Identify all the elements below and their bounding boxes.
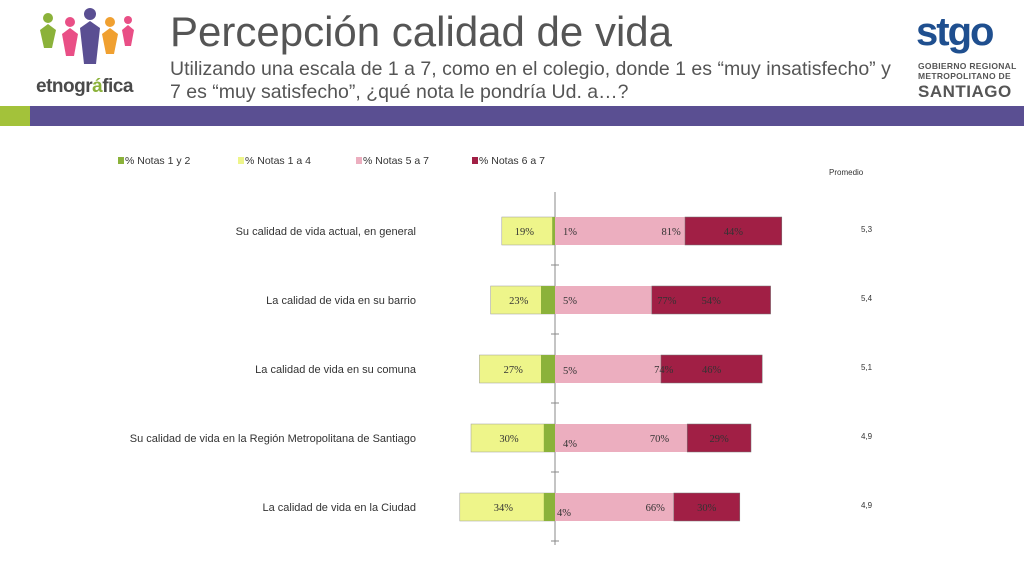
data-label-notas-1-2: 1%: [563, 227, 577, 238]
data-label-notas-1-4: 23%: [509, 296, 529, 307]
legend-label-2: % Notas 1 a 4: [245, 155, 311, 167]
data-label-notas-6-7: 30%: [697, 503, 717, 514]
logo-line-3: SANTIAGO: [918, 82, 1012, 101]
stacked-bar-chart: % Notas 1 y 2 % Notas 1 a 4 % Notas 5 a 7%…: [118, 155, 873, 545]
legend-label-1: % Notas 1 y 2: [125, 155, 191, 167]
page-title: Percepción calidad de vida: [170, 8, 672, 55]
bar-notas-1-4: [501, 216, 556, 246]
legend-label-4: % Notas 6 a 7: [479, 155, 545, 167]
data-label-notas-5-7: 74%: [654, 365, 674, 376]
data-label-notas-5-7: 70%: [650, 434, 670, 445]
bar-notas-6-7: [651, 285, 771, 315]
legend-label-3: % Notas 5 a 7: [363, 155, 429, 167]
data-label-notas-1-2: 4%: [557, 508, 571, 519]
data-label-notas-6-7: 44%: [724, 227, 744, 238]
data-label-notas-6-7: 54%: [702, 296, 722, 307]
data-label-notas-1-4: 19%: [515, 227, 535, 238]
data-label-notas-1-2: 5%: [563, 296, 577, 307]
promedio-value: 4,9: [861, 432, 873, 441]
data-label-notas-1-4: 34%: [494, 503, 514, 514]
category-label: La calidad de vida en su comuna: [255, 364, 417, 376]
bar-notas-1-2: [541, 355, 555, 383]
bar-notas-6-7: [673, 492, 741, 522]
stgo-logo-mark: stgo: [916, 10, 994, 54]
etnografica-logo-text: etnográfica: [36, 76, 133, 97]
logo-line-2: METROPOLITANO DE: [918, 71, 1011, 81]
promedio-value: 5,4: [861, 294, 873, 303]
promedio-value: 5,3: [861, 225, 873, 234]
category-label: La calidad de vida en su barrio: [266, 295, 416, 307]
data-label-notas-1-2: 4%: [563, 439, 577, 450]
data-label-notas-1-4: 27%: [504, 365, 524, 376]
category-label: La calidad de vida en la Ciudad: [262, 502, 416, 514]
header-band-purple: [30, 106, 1024, 126]
data-label-notas-1-4: 30%: [499, 434, 519, 445]
promedio-value: 5,1: [861, 363, 873, 372]
logo-line-1: GOBIERNO REGIONAL: [918, 61, 1017, 71]
bar-notas-1-2: [543, 493, 555, 521]
legend-swatch-1: [118, 157, 124, 164]
promedio-value: 4,9: [861, 501, 873, 510]
category-label: Su calidad de vida actual, en general: [236, 226, 416, 238]
bar-notas-1-2: [543, 424, 555, 452]
header-band-green: [0, 106, 30, 126]
data-label-notas-6-7: 46%: [702, 365, 722, 376]
bar-notas-1-2: [552, 217, 555, 245]
legend-swatch-4: [472, 157, 478, 164]
bar-notas-6-7: [686, 423, 752, 453]
legend-swatch-2: [238, 157, 244, 164]
bar-notas-6-7: [660, 354, 763, 384]
page-subtitle: Utilizando una escala de 1 a 7, como en …: [170, 58, 891, 103]
data-label-notas-1-2: 5%: [563, 366, 577, 377]
data-label-notas-6-7: 29%: [709, 434, 729, 445]
data-label-notas-5-7: 77%: [657, 296, 677, 307]
data-label-notas-5-7: 81%: [662, 227, 682, 238]
category-label: Su calidad de vida en la Región Metropol…: [130, 433, 416, 445]
data-label-notas-5-7: 66%: [646, 503, 666, 514]
people-figures-icon: [40, 8, 134, 64]
bar-notas-1-2: [541, 286, 555, 314]
promedio-header: Promedio: [829, 168, 864, 177]
bar-notas-6-7: [684, 216, 783, 246]
bar-notas-1-4: [459, 492, 556, 522]
legend-swatch-3: [356, 157, 362, 164]
etnografica-logo: [28, 8, 148, 108]
gobierno-regional-logo: stgo GOBIERNO REGIONAL METROPOLITANO DE …: [908, 10, 1018, 102]
